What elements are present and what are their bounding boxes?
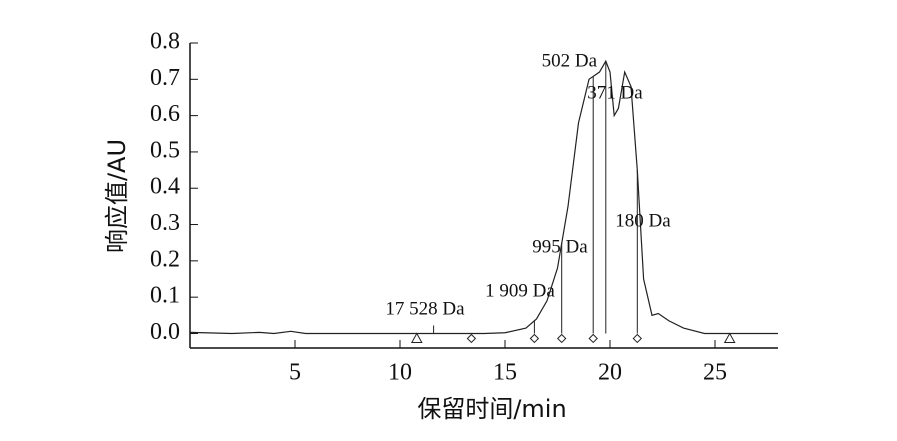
baseline-marker [632,333,643,344]
x-tick-label: 10 [388,360,412,386]
baseline-marker [529,333,540,344]
baseline-marker [410,332,423,343]
x-tick-label: 5 [289,360,301,386]
annotation-label: 1 909 Da [485,280,555,301]
x-tick-label: 15 [493,360,517,386]
y-tick-label: 0.7 [150,65,180,91]
y-tick-label: 0.3 [150,210,180,236]
y-tick-label: 0.0 [150,319,180,345]
baseline-marker [556,333,567,344]
y-tick-label: 0.4 [150,174,180,200]
y-tick-label: 0.8 [150,29,180,55]
baseline-marker [588,333,598,344]
x-tick-label: 20 [598,360,622,386]
annotation-label: 371 Da [587,82,643,103]
baseline-marker [723,332,736,343]
annotation-label: 17 528 Da [385,298,465,319]
annotation-label: 180 Da [615,210,671,231]
annotation-label: 502 Da [542,50,598,71]
x-axis-title: 保留时间/min [417,395,566,423]
y-tick-label: 0.5 [150,137,180,163]
y-tick-label: 0.1 [150,283,180,309]
y-tick-label: 0.2 [150,246,180,272]
y-tick-label: 0.6 [150,101,180,127]
baseline-marker [466,333,477,344]
x-tick-label: 25 [703,360,727,386]
y-axis-title: 响应值/AU [103,139,131,253]
data-line [189,59,778,335]
annotation-label: 995 Da [532,236,588,257]
